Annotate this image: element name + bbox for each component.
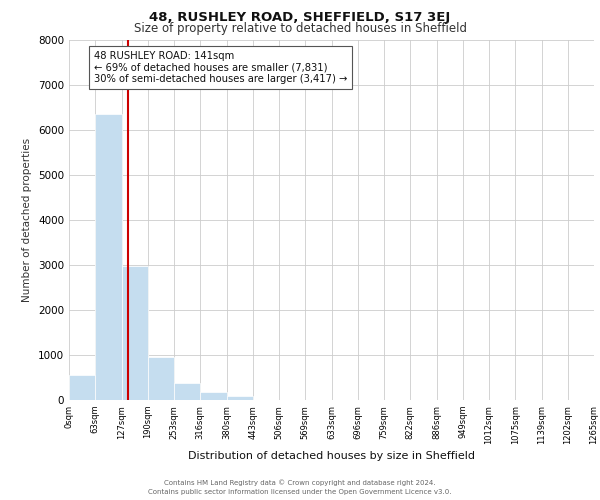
Bar <box>174 384 200 400</box>
Text: Contains HM Land Registry data © Crown copyright and database right 2024.: Contains HM Land Registry data © Crown c… <box>164 480 436 486</box>
Text: Contains public sector information licensed under the Open Government Licence v3: Contains public sector information licen… <box>148 489 452 495</box>
Bar <box>95 114 122 400</box>
Bar <box>69 375 95 400</box>
Y-axis label: Number of detached properties: Number of detached properties <box>22 138 32 302</box>
Bar <box>227 396 253 400</box>
Bar <box>200 392 227 400</box>
Text: Size of property relative to detached houses in Sheffield: Size of property relative to detached ho… <box>133 22 467 35</box>
X-axis label: Distribution of detached houses by size in Sheffield: Distribution of detached houses by size … <box>188 451 475 461</box>
Text: 48, RUSHLEY ROAD, SHEFFIELD, S17 3EJ: 48, RUSHLEY ROAD, SHEFFIELD, S17 3EJ <box>149 11 451 24</box>
Bar <box>148 357 174 400</box>
Bar <box>122 266 148 400</box>
Text: 48 RUSHLEY ROAD: 141sqm
← 69% of detached houses are smaller (7,831)
30% of semi: 48 RUSHLEY ROAD: 141sqm ← 69% of detache… <box>94 52 347 84</box>
